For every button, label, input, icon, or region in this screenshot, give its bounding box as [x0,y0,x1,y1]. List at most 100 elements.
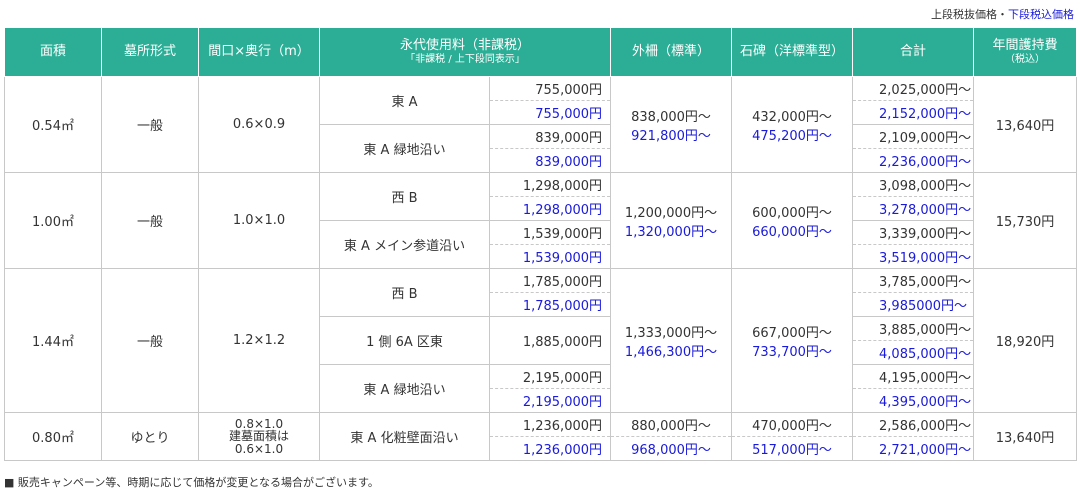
stone-incl: 733,700円〜 [752,344,832,360]
total-excl: 3,339,000円〜 [852,220,975,245]
table-row: 755,000円 2,152,000円〜 [5,100,1077,125]
stone-cell: 600,000円〜 660,000円〜 [731,172,854,269]
fee-excl: 1,298,000円 [488,172,612,197]
total-excl: 3,885,000円〜 [852,316,975,341]
plot-name: 東 A 緑地沿い [319,364,490,413]
legend-sep: ・ [997,8,1008,21]
fee-excl: 755,000円 [488,76,612,101]
type-cell: 一般 [101,172,199,269]
plot-name: 東 A 緑地沿い [319,124,490,173]
fee-excl: 1,236,000円 [488,412,612,437]
header-annual-title: 年間護持費 [992,37,1058,53]
annual-cell: 13,640円 [973,76,1078,173]
fee-incl: 755,000円 [488,100,612,125]
stone-cell: 667,000円〜 733,700円〜 [731,268,854,413]
fee-single: 1,885,000円 [488,316,612,365]
header-annual-sub: （税込） [1005,53,1046,65]
total-incl: 4,395,000円〜 [852,388,975,413]
price-table: 面積 墓所形式 間口×奥行（m） 永代使用料（非課税） 「非課税 / 上下段同表… [4,28,1078,461]
fee-excl: 2,195,000円 [488,364,612,389]
total-incl: 4,085,000円〜 [852,340,975,365]
size-line: 0.6×1.0 [234,441,284,456]
table-row: 4,085,000円〜 [5,340,1077,365]
size-cell: 0.6×0.9 [198,76,320,173]
fee-incl: 1,298,000円 [488,196,612,221]
fee-incl: 2,195,000円 [488,388,612,413]
table-row: 0.54㎡ 一般 0.6×0.9 東 A 755,000円 838,000円〜 … [4,76,1078,173]
fence-excl: 880,000円〜 [610,412,733,437]
fee-incl: 839,000円 [488,148,612,173]
area-cell: 0.54㎡ [4,76,102,173]
area-cell: 1.44㎡ [4,268,102,413]
fence-excl: 1,200,000円〜 [624,205,718,221]
header-type: 墓所形式 [101,28,199,77]
header-size: 間口×奥行（m） [198,28,320,77]
plot-name: 西 B [319,172,490,221]
fee-excl: 1,785,000円 [488,268,612,293]
total-excl: 2,586,000円〜 [852,412,975,437]
total-excl: 2,025,000円〜 [852,76,975,101]
total-excl: 3,785,000円〜 [852,268,975,293]
fence-cell: 838,000円〜 921,800円〜 [610,76,733,173]
fee-incl: 1,539,000円 [488,244,612,269]
plot-name: 東 A メイン参道沿い [319,220,490,269]
annual-cell: 15,730円 [973,172,1078,269]
footnote: ■ 販売キャンペーン等、時期に応じて価格が変更となる場合がございます。 [4,476,379,489]
header-area: 面積 [4,28,102,77]
size-line: 0.8×1.0 [234,416,284,431]
table-row: 0.80㎡ ゆとり 0.8×1.0 建墓面積は 0.6×1.0 東 A 化粧壁面… [4,412,1078,461]
stone-excl: 470,000円〜 [731,412,854,437]
annual-cell: 18,920円 [973,268,1078,413]
plot-name: 西 B [319,268,490,317]
legend-excl: 上段税抜価格 [931,8,997,21]
fence-incl: 968,000円〜 [610,436,733,461]
fence-incl: 1,466,300円〜 [624,344,718,360]
area-cell: 0.80㎡ [4,412,102,461]
stone-excl: 432,000円〜 [752,109,832,125]
fee-incl: 1,236,000円 [488,436,612,461]
stone-incl: 660,000円〜 [752,224,832,240]
stone-excl: 600,000円〜 [752,205,832,221]
area-cell: 1.00㎡ [4,172,102,269]
fence-incl: 921,800円〜 [631,128,711,144]
stone-incl: 517,000円〜 [731,436,854,461]
header-row: 面積 墓所形式 間口×奥行（m） 永代使用料（非課税） 「非課税 / 上下段同表… [4,28,1078,77]
fee-incl: 1,785,000円 [488,292,612,317]
header-fee: 永代使用料（非課税） 「非課税 / 上下段同表示」 [318,28,612,77]
header-total: 合計 [852,28,975,77]
total-incl: 2,152,000円〜 [852,100,975,125]
price-legend: 上段税抜価格・下段税込価格 [931,6,1074,22]
size-cell: 0.8×1.0 建墓面積は 0.6×1.0 [198,412,320,461]
table-row: 東 A メイン参道沿い 1,539,000円 3,339,000円〜 [5,220,1077,269]
type-cell: ゆとり [101,412,199,461]
fence-excl: 1,333,000円〜 [624,325,718,341]
table-row: 1,298,000円 3,278,000円〜 [5,196,1077,221]
total-excl: 3,098,000円〜 [852,172,975,197]
stone-cell: 432,000円〜 475,200円〜 [731,76,854,173]
stone-excl: 667,000円〜 [752,325,832,341]
total-incl: 2,236,000円〜 [852,148,975,173]
table-row: 1,785,000円 3,985000円〜 [5,292,1077,317]
fee-excl: 839,000円 [488,124,612,149]
header-annual: 年間護持費 （税込） [973,28,1078,77]
plot-name: 東 A [319,76,490,125]
stone-incl: 475,200円〜 [752,128,832,144]
table-row: 東 A 緑地沿い 2,195,000円 4,195,000円〜 [5,364,1077,413]
table-row: 2,195,000円 4,395,000円〜 [5,388,1077,413]
table-row: 1,539,000円 3,519,000円〜 [5,244,1077,269]
total-incl: 3,278,000円〜 [852,196,975,221]
type-cell: 一般 [101,76,199,173]
plot-name: 1 側 6A 区東 [319,316,490,365]
size-line: 建墓面積は [228,429,289,444]
fence-excl: 838,000円〜 [631,109,711,125]
total-incl: 3,985000円〜 [852,292,975,317]
type-cell: 一般 [101,268,199,413]
table-row: 1.00㎡ 一般 1.0×1.0 西 B 1,298,000円 1,200,00… [4,172,1078,269]
size-cell: 1.0×1.0 [198,172,320,269]
fence-incl: 1,320,000円〜 [624,224,718,240]
fence-cell: 1,200,000円〜 1,320,000円〜 [610,172,733,269]
total-excl: 4,195,000円〜 [852,364,975,389]
table-row: 1,236,000円 968,000円〜 517,000円〜 2,721,000… [5,436,1077,461]
table-row: 1 側 6A 区東 1,885,000円 3,885,000円〜 [5,316,1077,365]
legend-incl: 下段税込価格 [1008,8,1074,21]
